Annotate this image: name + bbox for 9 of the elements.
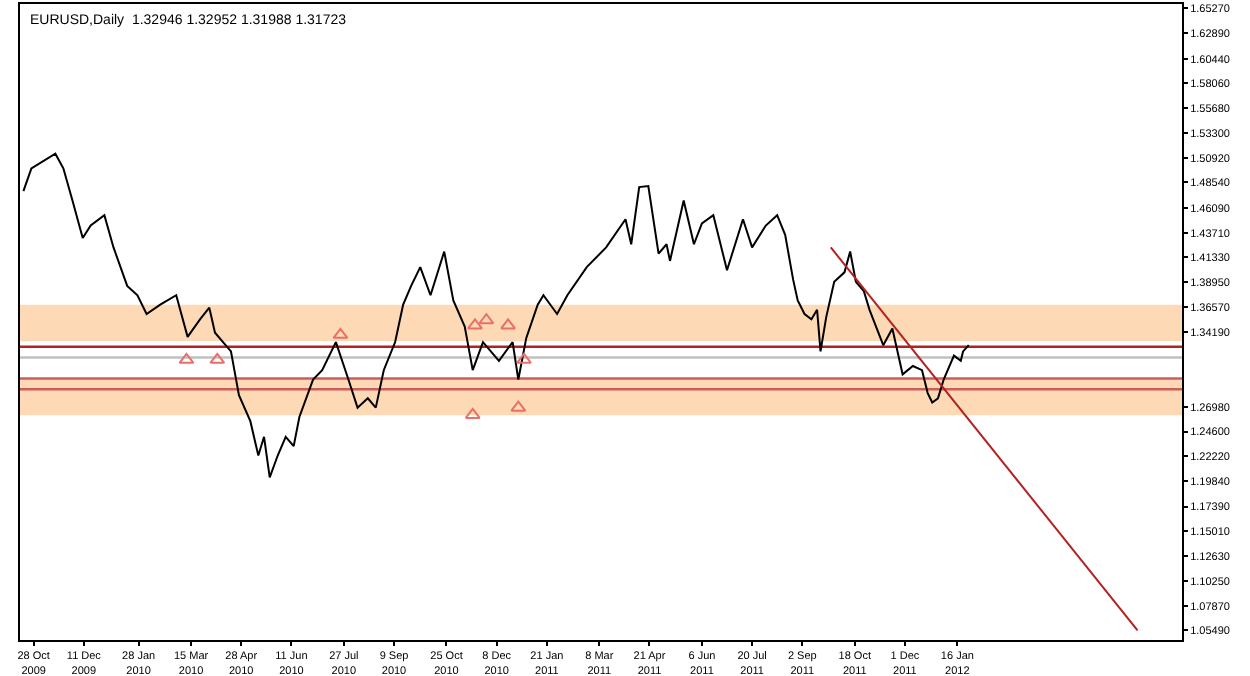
point [464, 407, 481, 419]
point [467, 318, 483, 330]
point [178, 352, 195, 364]
point [510, 400, 527, 412]
point [500, 318, 516, 330]
point [332, 327, 349, 339]
point [209, 352, 226, 364]
point [516, 352, 532, 364]
point [478, 313, 495, 325]
